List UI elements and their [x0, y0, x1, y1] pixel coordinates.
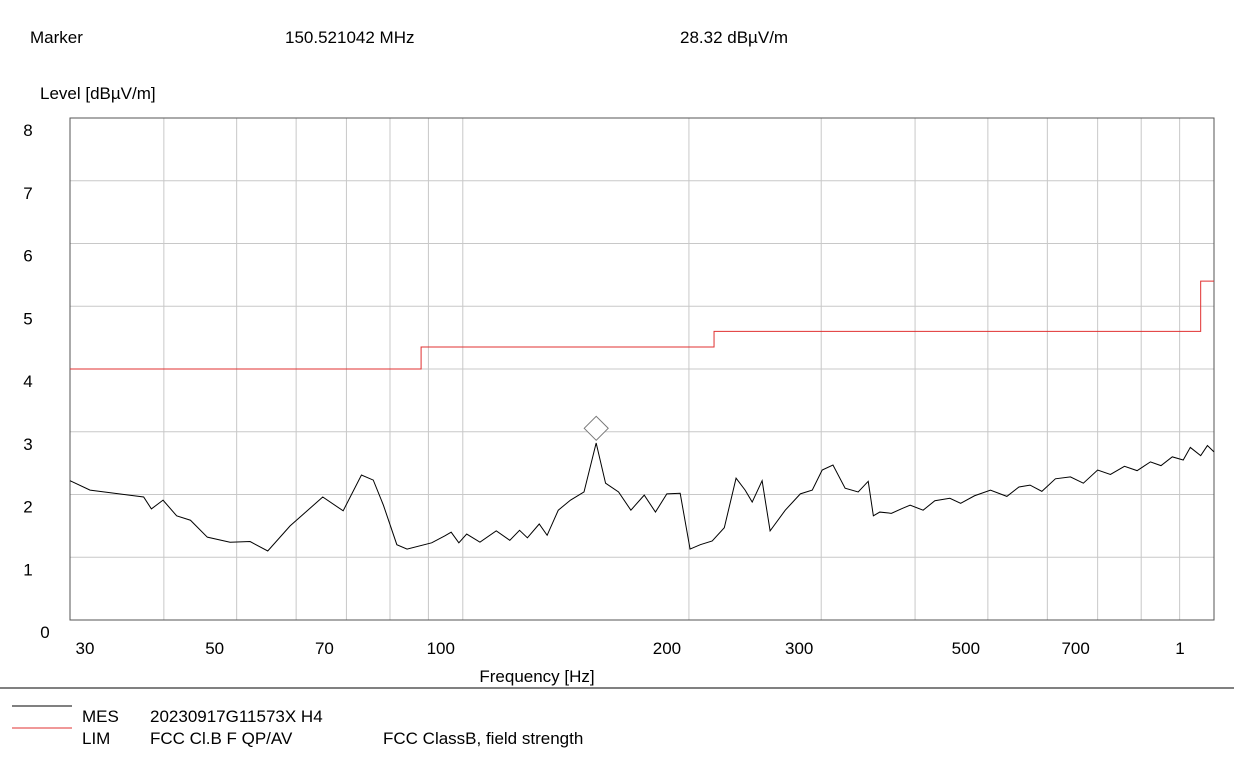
x-axis-label: Frequency [Hz]	[479, 667, 594, 686]
y-tick-label: 8	[23, 121, 32, 140]
x-tick-label: 500	[952, 639, 980, 658]
y-tick-label: 1	[23, 560, 32, 579]
y-tick-label: 6	[23, 247, 32, 266]
series-line	[70, 280, 1214, 370]
y-tick-label: 2	[23, 498, 32, 517]
x-tick-label: 50	[205, 639, 224, 658]
x-tick-label: 200	[653, 639, 681, 658]
legend-label: LIM	[82, 729, 110, 748]
x-tick-label: 1	[1175, 639, 1184, 658]
x-tick-label: 70	[315, 639, 334, 658]
y-tick-label: 4	[23, 372, 32, 391]
y-tick-label: 7	[23, 184, 32, 203]
y-tick-label: 0	[40, 623, 49, 642]
legend-description: 20230917G11573X H4	[150, 707, 323, 726]
y-tick-label: 3	[23, 435, 32, 454]
x-tick-label: 300	[785, 639, 813, 658]
marker-frequency: 150.521042 MHz	[285, 28, 414, 47]
marker-level: 28.32 dBµV/m	[680, 28, 788, 47]
series-line	[69, 442, 1215, 552]
y-tick-label: 5	[23, 309, 32, 328]
legend-label: MES	[82, 707, 119, 726]
x-tick-label: 700	[1061, 639, 1089, 658]
marker-title: Marker	[30, 28, 83, 47]
y-axis-label: Level [dBµV/m]	[40, 84, 156, 103]
legend-description: FCC Cl.B F QP/AV	[150, 729, 293, 748]
x-tick-label: 30	[76, 639, 95, 658]
legend-note: FCC ClassB, field strength	[383, 729, 583, 748]
marker	[583, 415, 609, 441]
x-tick-label: 100	[427, 639, 455, 658]
